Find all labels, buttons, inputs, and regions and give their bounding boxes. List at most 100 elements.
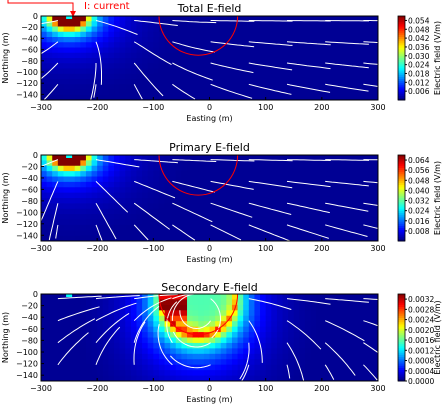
- heatmap-cell: [311, 316, 317, 322]
- heatmap-cell: [271, 316, 277, 322]
- heatmap-cell: [153, 79, 159, 85]
- heatmap-cell: [136, 177, 142, 183]
- heatmap-cell: [226, 294, 232, 300]
- heatmap-cell: [193, 220, 199, 226]
- heatmap-cell: [63, 58, 69, 64]
- heatmap-cell: [260, 316, 266, 322]
- colorbar-tick-label: 0.0004: [408, 367, 434, 376]
- heatmap-cell: [86, 220, 92, 226]
- heatmap-cell: [339, 294, 345, 300]
- heatmap-cell: [75, 74, 81, 80]
- heatmap-cell: [52, 27, 58, 33]
- heatmap-cell: [221, 332, 227, 338]
- heatmap-cell: [305, 37, 311, 43]
- heatmap-cell: [333, 338, 339, 344]
- heatmap-cell: [344, 187, 350, 193]
- heatmap-cell: [322, 316, 328, 322]
- heatmap-cell: [254, 294, 260, 300]
- heatmap-cell: [69, 230, 75, 236]
- colorbar-tick-label: 0.024: [408, 61, 430, 70]
- heatmap-cell: [277, 354, 283, 360]
- heatmap-cell: [294, 220, 300, 226]
- heatmap-cell: [333, 327, 339, 333]
- heatmap-cell: [97, 171, 103, 177]
- heatmap-cell: [108, 370, 114, 376]
- heatmap-cell: [299, 37, 305, 43]
- heatmap-cell: [356, 171, 362, 177]
- heatmap-cell: [69, 171, 75, 177]
- heatmap-cell: [294, 69, 300, 75]
- heatmap-cell: [159, 198, 165, 204]
- heatmap-cell: [271, 327, 277, 333]
- heatmap-cell: [367, 354, 373, 360]
- heatmap-cell: [254, 187, 260, 193]
- heatmap-cell: [170, 343, 176, 349]
- y-tick-label: −120: [16, 79, 38, 88]
- heatmap-cell: [86, 370, 92, 376]
- heatmap-cell: [92, 327, 98, 333]
- heatmap-cell: [322, 310, 328, 316]
- heatmap-cell: [97, 294, 103, 300]
- heatmap-cell: [41, 193, 47, 199]
- heatmap-cell: [176, 79, 182, 85]
- heatmap-cell: [86, 160, 92, 166]
- heatmap-cell: [356, 294, 362, 300]
- heatmap-cell: [215, 58, 221, 64]
- heatmap-cell: [120, 310, 126, 316]
- heatmap-cell: [75, 166, 81, 172]
- heatmap-cell: [316, 166, 322, 172]
- heatmap-cell: [305, 305, 311, 311]
- heatmap-cell: [322, 214, 328, 220]
- heatmap-cell: [344, 343, 350, 349]
- heatmap-cell: [221, 299, 227, 305]
- heatmap-cell: [47, 230, 53, 236]
- heatmap-cell: [187, 177, 193, 183]
- heatmap-cell: [288, 32, 294, 38]
- heatmap-cell: [266, 220, 272, 226]
- heatmap-cell: [283, 310, 289, 316]
- heatmap-cell: [142, 53, 148, 59]
- heatmap-cell: [80, 305, 86, 311]
- heatmap-cell: [69, 21, 75, 27]
- heatmap-cell: [193, 27, 199, 33]
- heatmap-cell: [226, 327, 232, 333]
- heatmap-cell: [92, 48, 98, 54]
- colorbar-tick-label: 0.048: [408, 25, 430, 34]
- heatmap-cell: [198, 370, 204, 376]
- heatmap-cell: [311, 79, 317, 85]
- heatmap-cell: [148, 74, 154, 80]
- heatmap-cell: [238, 299, 244, 305]
- heatmap-cell: [80, 69, 86, 75]
- chart-title: Secondary E-field: [161, 281, 257, 294]
- heatmap-cell: [69, 177, 75, 183]
- heatmap-cell: [311, 327, 317, 333]
- heatmap-cell: [283, 327, 289, 333]
- heatmap-cell: [159, 316, 165, 322]
- heatmap-cell: [288, 327, 294, 333]
- heatmap-cell: [226, 48, 232, 54]
- heatmap-cell: [92, 338, 98, 344]
- heatmap-cell: [120, 74, 126, 80]
- heatmap-cell: [344, 177, 350, 183]
- heatmap-cell: [148, 63, 154, 69]
- heatmap-cell: [153, 348, 159, 354]
- heatmap-cell: [266, 48, 272, 54]
- heatmap-cell: [215, 354, 221, 360]
- y-tick-label: −100: [16, 348, 38, 357]
- heatmap-cell: [86, 310, 92, 316]
- heatmap-cell: [232, 365, 238, 371]
- heatmap-cell: [58, 155, 64, 161]
- heatmap-cell: [339, 209, 345, 215]
- heatmap-cell: [52, 166, 58, 172]
- heatmap-cell: [176, 348, 182, 354]
- heatmap-cell: [243, 294, 249, 300]
- heatmap-cell: [103, 90, 109, 96]
- heatmap-cell: [283, 48, 289, 54]
- heatmap-cell: [226, 343, 232, 349]
- colorbar-tick-label: 0.012: [408, 78, 430, 87]
- heatmap-cell: [58, 203, 64, 209]
- heatmap-cell: [153, 203, 159, 209]
- heatmap-cell: [58, 225, 64, 231]
- heatmap-cell: [120, 359, 126, 365]
